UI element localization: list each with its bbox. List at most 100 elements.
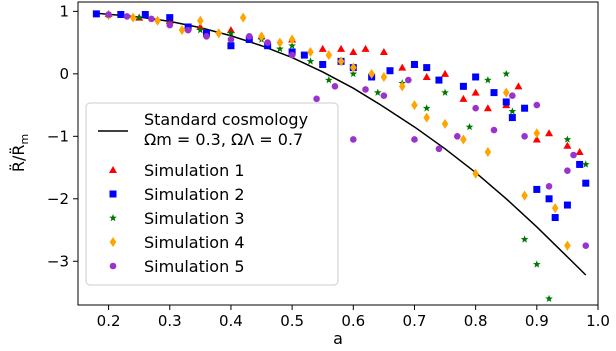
data-point-sim4 xyxy=(276,37,284,48)
legend-entries: Simulation 1 Simulation 2 Simulation 3 Simu… xyxy=(109,161,245,276)
plot-frame xyxy=(77,1,599,306)
y-tick-label: 1 xyxy=(59,2,69,20)
data-point-sim5 xyxy=(411,136,418,143)
data-point-sim4 xyxy=(154,15,161,26)
data-layer xyxy=(92,9,590,302)
legend-marker-sim5 xyxy=(109,262,117,270)
legend-label-standard: Standard cosmology xyxy=(144,110,308,129)
data-point-sim5 xyxy=(533,101,541,109)
data-point-sim4 xyxy=(258,31,265,42)
data-point-sim4 xyxy=(368,68,375,79)
data-point-sim5 xyxy=(380,92,388,100)
data-point-sim3 xyxy=(441,88,449,96)
x-tick-label: 1.0 xyxy=(586,312,610,330)
data-point-sim1 xyxy=(471,88,480,96)
data-point-sim4 xyxy=(521,190,528,201)
data-point-sim1 xyxy=(398,63,407,71)
data-point-sim5 xyxy=(405,76,412,84)
data-point-sim2 xyxy=(502,98,510,106)
data-point-sim5 xyxy=(564,167,571,174)
data-point-sim4 xyxy=(502,87,510,98)
data-point-sim1 xyxy=(575,147,584,155)
data-point-sim4 xyxy=(564,240,571,251)
data-point-sim2 xyxy=(490,89,498,97)
data-point-sim2 xyxy=(423,64,431,72)
data-point-sim3 xyxy=(465,122,474,131)
x-tick-label: 0.7 xyxy=(403,312,427,330)
y-tick-label: 0 xyxy=(59,65,69,83)
x-tick-label: 0.6 xyxy=(341,312,365,330)
data-point-sim3 xyxy=(135,13,143,21)
legend-label-sim2: Simulation 2 xyxy=(144,185,245,204)
legend-label-standard-params: Ωm = 0.3, ΩΛ = 0.7 xyxy=(144,130,303,149)
series-simulation-5 xyxy=(105,11,590,249)
data-point-sim4 xyxy=(380,71,388,82)
data-point-sim1 xyxy=(379,47,388,55)
data-point-sim2 xyxy=(410,60,418,68)
data-point-sim1 xyxy=(441,69,450,77)
x-tick-label: 0.3 xyxy=(158,312,182,330)
data-point-sim2 xyxy=(117,10,125,18)
y-axis-label: R̈/R̈m xyxy=(9,134,31,172)
data-point-sim3 xyxy=(349,69,358,78)
data-point-sim2 xyxy=(472,73,480,81)
data-point-sim4 xyxy=(129,12,137,23)
data-point-sim3 xyxy=(545,294,553,302)
data-point-sim3 xyxy=(288,41,296,49)
legend-box xyxy=(85,102,339,286)
data-point-sim5 xyxy=(349,136,357,143)
data-point-sim2 xyxy=(576,160,584,168)
data-point-sim1 xyxy=(337,44,346,52)
data-point-sim4 xyxy=(551,203,559,214)
data-point-sim3 xyxy=(306,57,315,65)
data-point-sim5 xyxy=(490,126,498,134)
x-tick-label: 0.8 xyxy=(464,312,488,330)
data-point-sim2 xyxy=(545,195,553,203)
data-point-sim5 xyxy=(472,104,479,112)
data-point-sim4 xyxy=(411,100,418,111)
data-point-sim5 xyxy=(570,151,577,159)
data-point-sim4 xyxy=(239,12,247,23)
legend-marker-sim2 xyxy=(109,190,117,198)
data-point-sim5 xyxy=(521,133,528,140)
data-point-sim2 xyxy=(582,179,590,187)
data-point-sim4 xyxy=(307,46,314,57)
legend-marker-sim3 xyxy=(109,214,117,222)
data-point-sim5 xyxy=(184,26,192,34)
data-point-sim4 xyxy=(484,146,492,157)
data-point-sim5 xyxy=(453,133,461,140)
x-tick-label: 0.9 xyxy=(525,312,549,330)
legend-label-sim3: Simulation 3 xyxy=(144,209,245,228)
data-point-sim5 xyxy=(264,39,271,46)
data-point-sim5 xyxy=(123,13,131,20)
data-point-sim2 xyxy=(551,214,559,222)
legend-label-sim4: Simulation 4 xyxy=(144,233,245,252)
data-point-sim2 xyxy=(521,104,529,112)
data-point-sim2 xyxy=(533,185,541,193)
x-axis-label: a xyxy=(333,329,343,348)
data-point-sim5 xyxy=(545,182,553,190)
data-point-sim5 xyxy=(245,33,253,40)
legend-marker-sim1 xyxy=(109,166,117,173)
data-point-sim4 xyxy=(472,168,479,179)
data-point-sim3 xyxy=(581,160,590,168)
data-point-sim5 xyxy=(227,36,235,43)
data-point-sim2 xyxy=(92,10,100,18)
data-point-sim2 xyxy=(141,10,149,18)
data-point-sim1 xyxy=(459,94,468,102)
data-point-sim4 xyxy=(398,81,406,92)
data-point-sim5 xyxy=(509,92,516,100)
data-point-sim2 xyxy=(319,60,327,68)
data-point-sim3 xyxy=(508,107,517,115)
data-point-sim1 xyxy=(349,47,358,55)
data-point-sim2 xyxy=(386,67,394,75)
data-point-sim5 xyxy=(166,21,174,29)
x-tick-label: 0.2 xyxy=(97,312,121,330)
data-point-sim4 xyxy=(533,128,541,139)
data-point-sim2 xyxy=(459,82,467,90)
data-point-sim3 xyxy=(373,88,382,96)
data-point-sim4 xyxy=(215,28,223,39)
data-point-sim1 xyxy=(514,82,523,90)
data-point-sim1 xyxy=(545,129,554,137)
